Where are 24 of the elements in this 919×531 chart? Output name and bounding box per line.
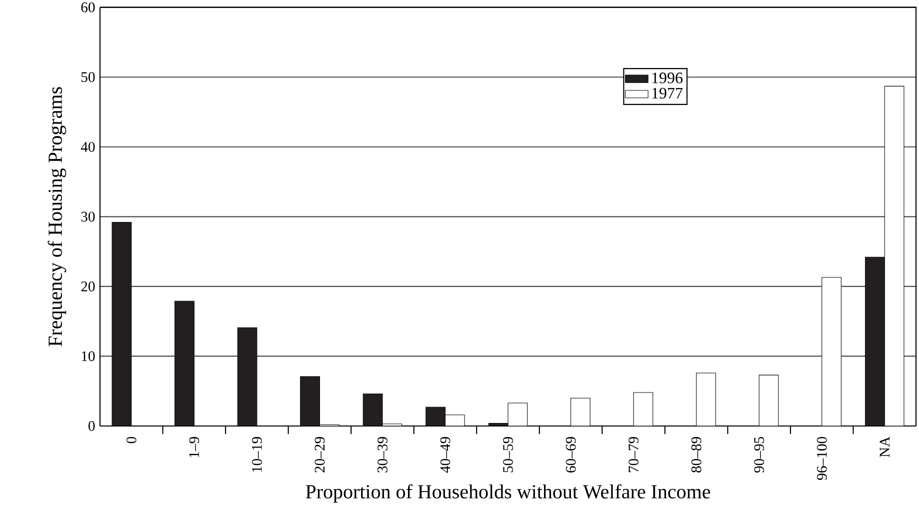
x-tick-label: 70–79: [628, 437, 638, 472]
y-tick-label: 30: [81, 212, 95, 222]
x-tick-label: 30–39: [378, 437, 388, 472]
x-tick-label: 20–29: [314, 437, 325, 472]
y-tick-label: 60: [81, 2, 95, 12]
x-tick-label: 50–59: [503, 437, 513, 472]
x-tick-label: NA: [880, 436, 890, 458]
y-axis-title: Frequency of Housing Programs: [48, 87, 66, 346]
y-tick-label: 40: [80, 142, 95, 152]
legend-label: 1977: [652, 88, 683, 99]
y-tick-label: 10: [82, 351, 95, 362]
x-tick-label: 80–89: [691, 437, 702, 473]
x-tick-label: 1–9: [189, 437, 200, 458]
x-tick-label: 90–95: [754, 436, 764, 473]
y-tick-label: 50: [81, 72, 95, 82]
y-tick-label: 20: [81, 282, 95, 292]
y-tick-label: 0: [88, 421, 95, 431]
x-tick-label: 60–69: [566, 437, 576, 472]
x-tick-label: 0: [126, 436, 136, 444]
x-tick-label: 40–49: [440, 437, 450, 473]
x-axis-title: Proportion of Households without Welfare Income: [306, 484, 710, 503]
x-tick-label: 10–19: [252, 437, 262, 472]
x-tick-label: 96–100: [816, 436, 827, 480]
legend-label: 1996: [652, 72, 683, 84]
